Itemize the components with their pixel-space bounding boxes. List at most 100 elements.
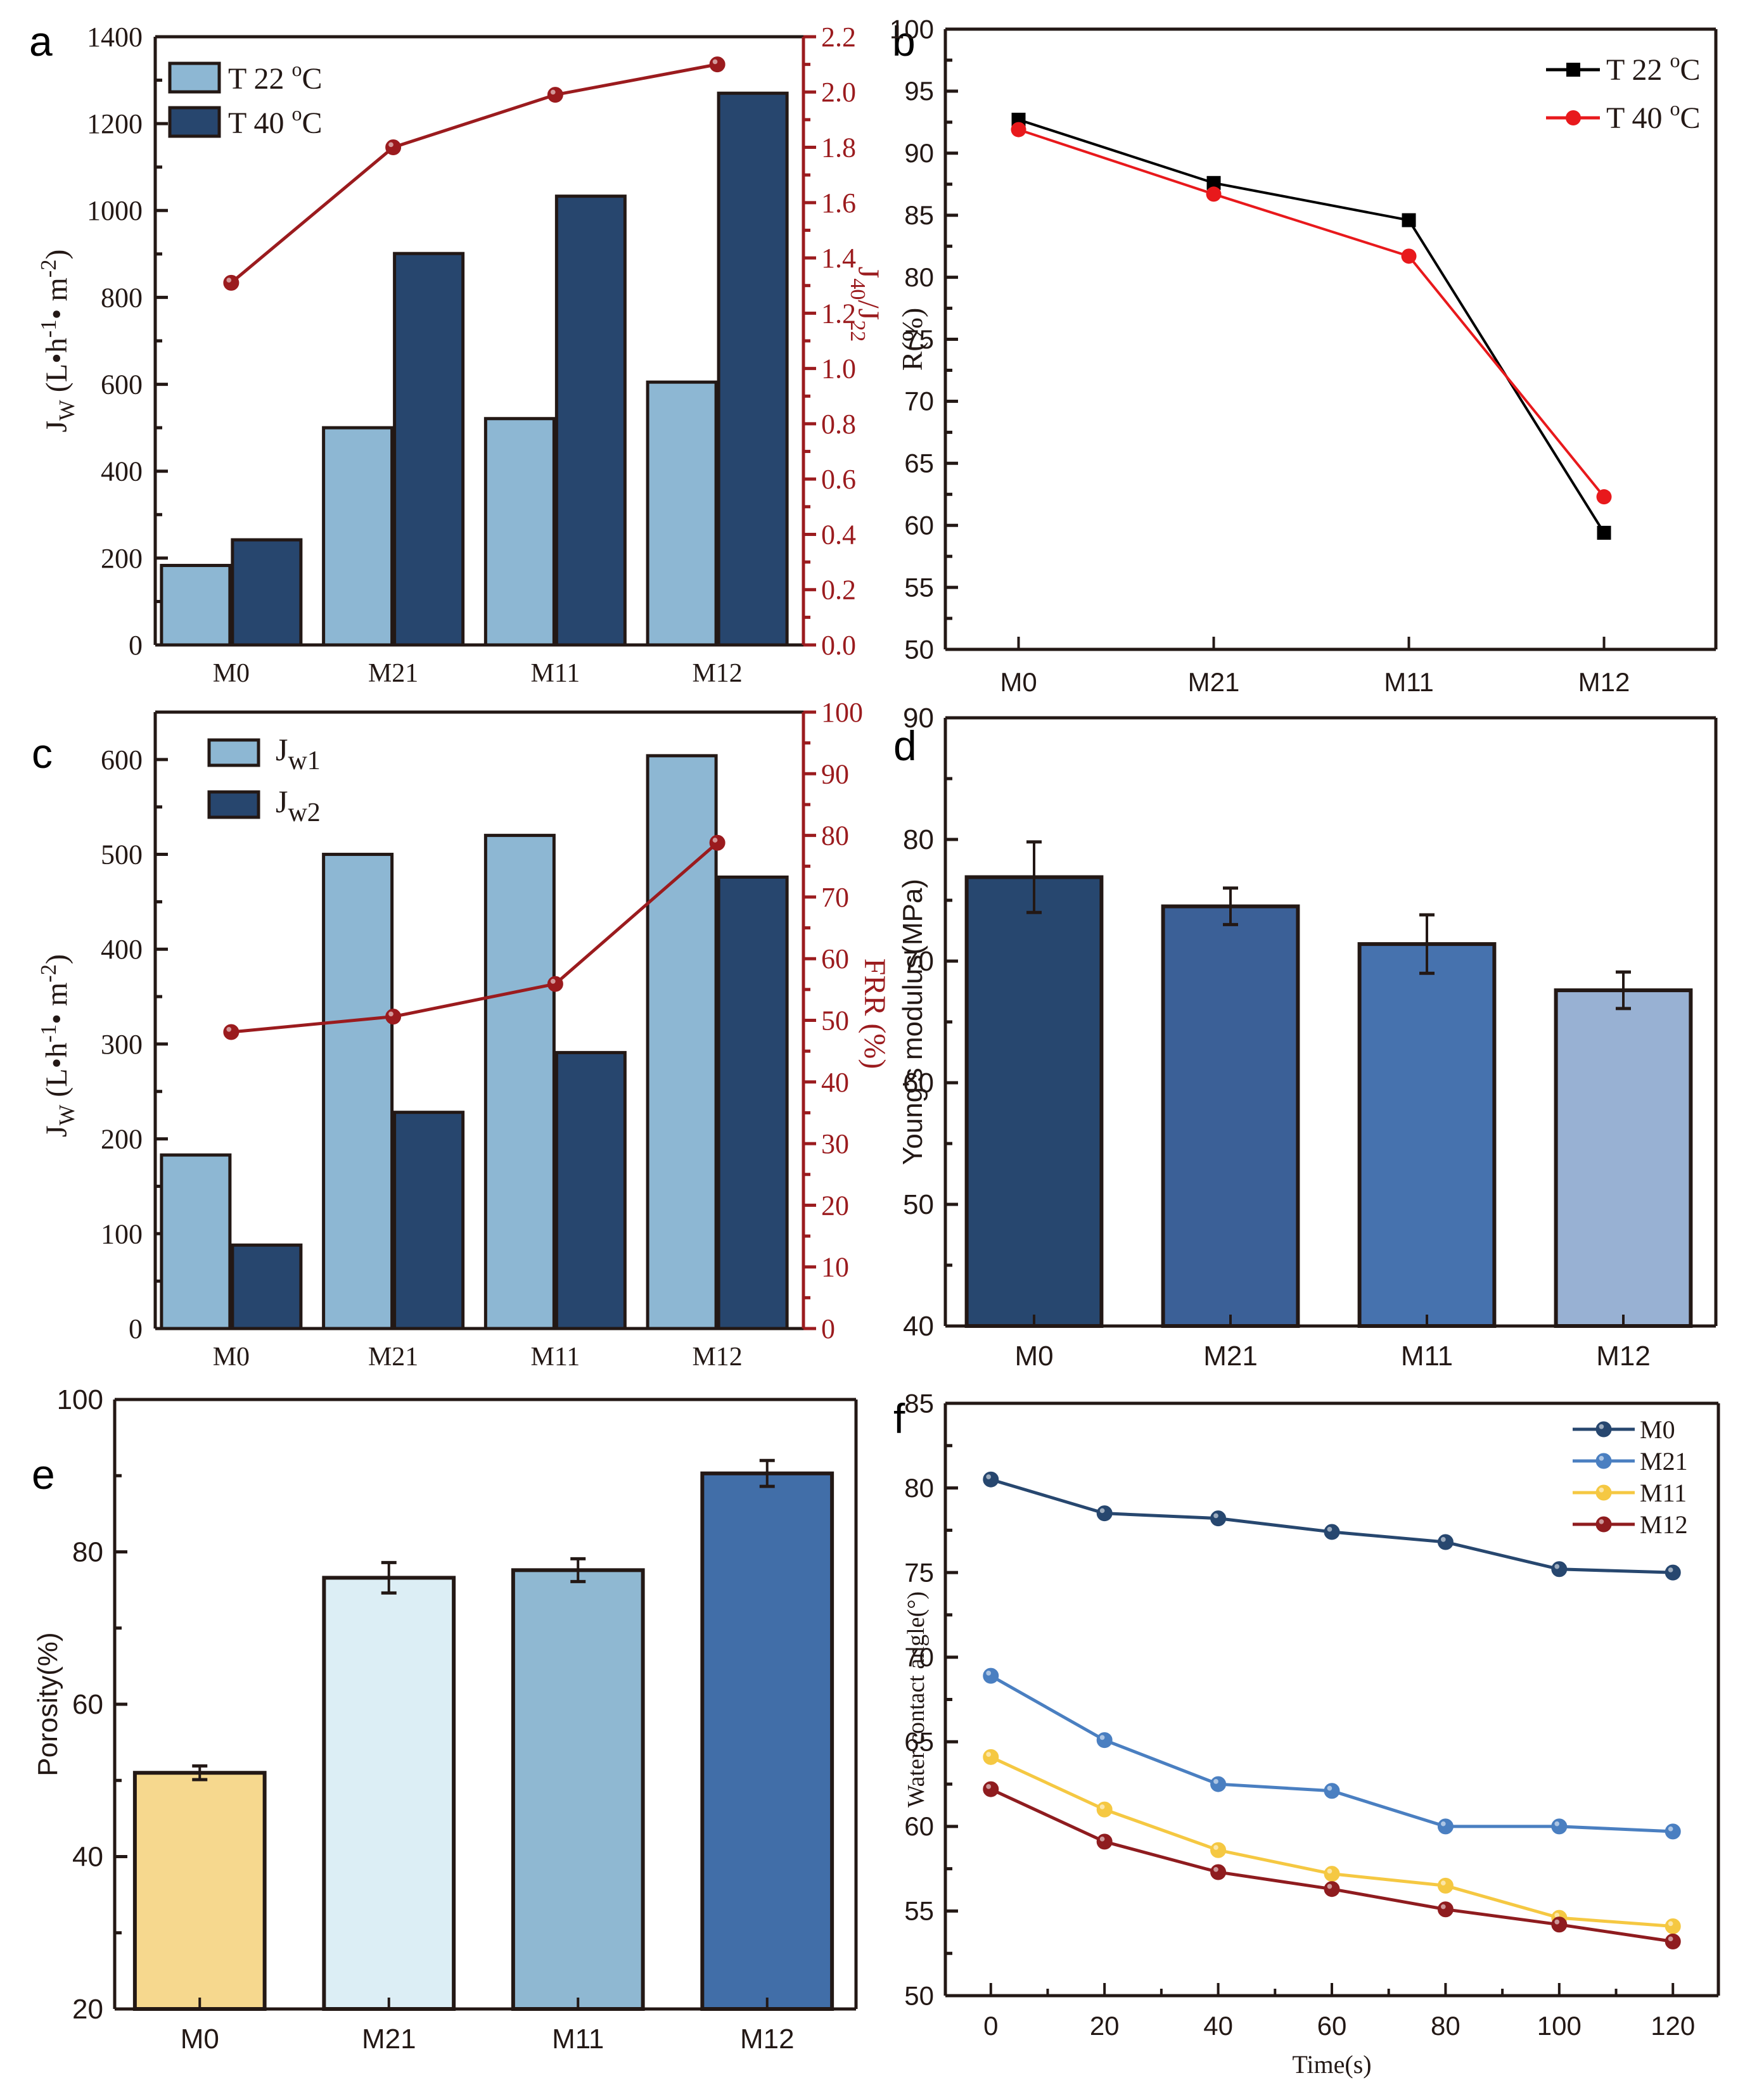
secondary-y-tick-label: 30 (821, 1128, 849, 1159)
y-tick-label: 600 (101, 369, 143, 400)
frr-point (385, 1009, 402, 1025)
data-point-m11-highlight (986, 1752, 992, 1757)
data-point-m21 (1210, 1776, 1227, 1792)
panel-d-youngs-modulus-chart: 40 50 60 70 80 90 M0 M21 M11 M12 Young's modulus(M… (897, 703, 1718, 1372)
x-tick-label: 100 (1537, 2011, 1582, 2041)
y-axis-title: Young's modulus(MPa) (897, 879, 928, 1165)
data-point-t40 (1401, 248, 1417, 264)
frr-point (709, 834, 725, 851)
y-tick-label: 1000 (87, 195, 143, 226)
secondary-y-tick-label: 70 (821, 882, 849, 913)
legend-label: M0 (1640, 1415, 1675, 1444)
legend-marker (1595, 1484, 1612, 1501)
data-point-m12 (983, 1781, 999, 1797)
x-tick-label: M21 (1203, 1341, 1258, 1372)
x-tick-label: 40 (1203, 2011, 1233, 2041)
data-point-t22 (1597, 525, 1611, 540)
legend-marker-highlight (1599, 1519, 1604, 1524)
panel-letter-e: e (32, 1451, 55, 1498)
x-axis-title: Time(s) (1292, 2050, 1371, 2079)
panel-letter-d: d (893, 722, 917, 769)
ratio-point (547, 87, 563, 103)
data-point-m12-highlight (1213, 1866, 1218, 1872)
x-tick-label: M21 (368, 659, 418, 688)
x-tick-label: M12 (740, 2024, 795, 2055)
data-point-m12 (1665, 1934, 1681, 1950)
y-tick-label: 60 (72, 1689, 103, 1720)
panel-c-flux-recovery-chart: 0 100 200 300 400 500 600 0 10 20 30 40 50 60 70 80 90 10… (37, 697, 892, 1372)
y-tick-label: 50 (903, 1189, 934, 1220)
y-tick-label: 60 (904, 510, 934, 540)
x-tick-label: 60 (1317, 2011, 1347, 2041)
x-tick-label: M11 (530, 1342, 580, 1372)
legend-marker (1595, 1453, 1612, 1469)
data-point-t40 (1011, 122, 1026, 137)
panel-f-contact-angle-chart: 50 55 60 65 70 75 80 85 0 20 40 60 80 100 120 M0 M21 M11 M… (903, 1388, 1720, 2079)
panel-a-flux-temperature-chart: 0 200 400 600 800 1000 1200 1400 0.0 0.2 0.4 0.6 0.8… (37, 22, 885, 688)
y-tick-label: 50 (904, 634, 934, 664)
y-tick-label: 80 (72, 1536, 103, 1567)
y-tick-label: 50 (904, 1980, 934, 2010)
y-tick-label: 70 (904, 1642, 934, 1672)
x-tick-label: M11 (1384, 667, 1434, 697)
data-point-m21-highlight (1440, 1821, 1446, 1827)
data-point-m11-highlight (1554, 1913, 1560, 1918)
bar-jw2-m21 (393, 1111, 465, 1330)
y-tick-label: 75 (904, 1557, 934, 1587)
data-point-m12-highlight (986, 1784, 992, 1789)
panel-letter-f: f (893, 1395, 905, 1442)
y-tick-label: 1400 (87, 22, 143, 53)
data-point-m0-highlight (1668, 1567, 1673, 1572)
frr-point-highlight (226, 1026, 232, 1032)
data-point-m12-highlight (1554, 1919, 1560, 1925)
x-tick-label: 0 (983, 2011, 998, 2041)
y-tick-label: 100 (890, 14, 934, 44)
data-point-m0 (1665, 1564, 1681, 1581)
y-tick-label: 85 (904, 1388, 934, 1418)
frr-point-highlight (712, 838, 718, 843)
secondary-y-tick-label: 0.4 (821, 519, 856, 550)
data-point-m0-highlight (1213, 1513, 1218, 1519)
legend-marker (1566, 63, 1580, 77)
data-point-m21 (1437, 1818, 1454, 1835)
line-t22 (1018, 118, 1606, 534)
x-tick-label: M21 (1188, 667, 1240, 697)
legend-swatch (168, 106, 221, 138)
y-tick-label: 60 (903, 1068, 934, 1099)
secondary-y-tick-label: 1.0 (821, 354, 856, 385)
legend-label: M11 (1640, 1479, 1687, 1507)
data-point-m21 (1665, 1823, 1681, 1840)
legend-swatch (207, 790, 260, 819)
x-tick-label: M0 (213, 1342, 250, 1372)
x-tick-label: 120 (1651, 2011, 1695, 2041)
data-point-m12 (1324, 1881, 1340, 1897)
y-tick-label: 80 (903, 824, 934, 855)
x-tick-label: M11 (1401, 1341, 1453, 1372)
y-axis-title: Water contact angle(°) (903, 1591, 930, 1808)
data-point-m11 (1437, 1877, 1454, 1894)
ratio-line (230, 63, 718, 284)
x-tick-label: M12 (692, 659, 742, 688)
bar-t22c-m21 (322, 426, 394, 647)
bar-t22c-m12 (646, 380, 718, 647)
data-point-m21-highlight (1554, 1821, 1560, 1827)
y-tick-label: 40 (72, 1841, 103, 1872)
y-axis-title: R(%) (896, 308, 928, 371)
secondary-y-tick-label: 0.6 (821, 464, 856, 495)
y-tick-label: 85 (904, 200, 934, 230)
line-t40 (1018, 128, 1606, 498)
data-point-m21-highlight (986, 1671, 992, 1676)
y-tick-label: 20 (72, 1994, 103, 2025)
y-tick-label: 90 (904, 138, 934, 168)
x-tick-label: M12 (1596, 1341, 1651, 1372)
x-tick-label: M12 (692, 1342, 742, 1372)
bar-m12 (1554, 988, 1693, 1328)
data-point-m11-highlight (1213, 1845, 1218, 1850)
y-axis-title: JW (L•h-1• m-2) (37, 249, 79, 432)
data-point-m11 (1096, 1801, 1113, 1818)
data-point-m21-highlight (1668, 1826, 1673, 1832)
data-point-m11-highlight (1099, 1804, 1105, 1809)
y-tick-label: 0 (129, 1313, 143, 1344)
ratio-point-highlight (712, 59, 718, 65)
secondary-y-tick-label: 50 (821, 1005, 849, 1036)
